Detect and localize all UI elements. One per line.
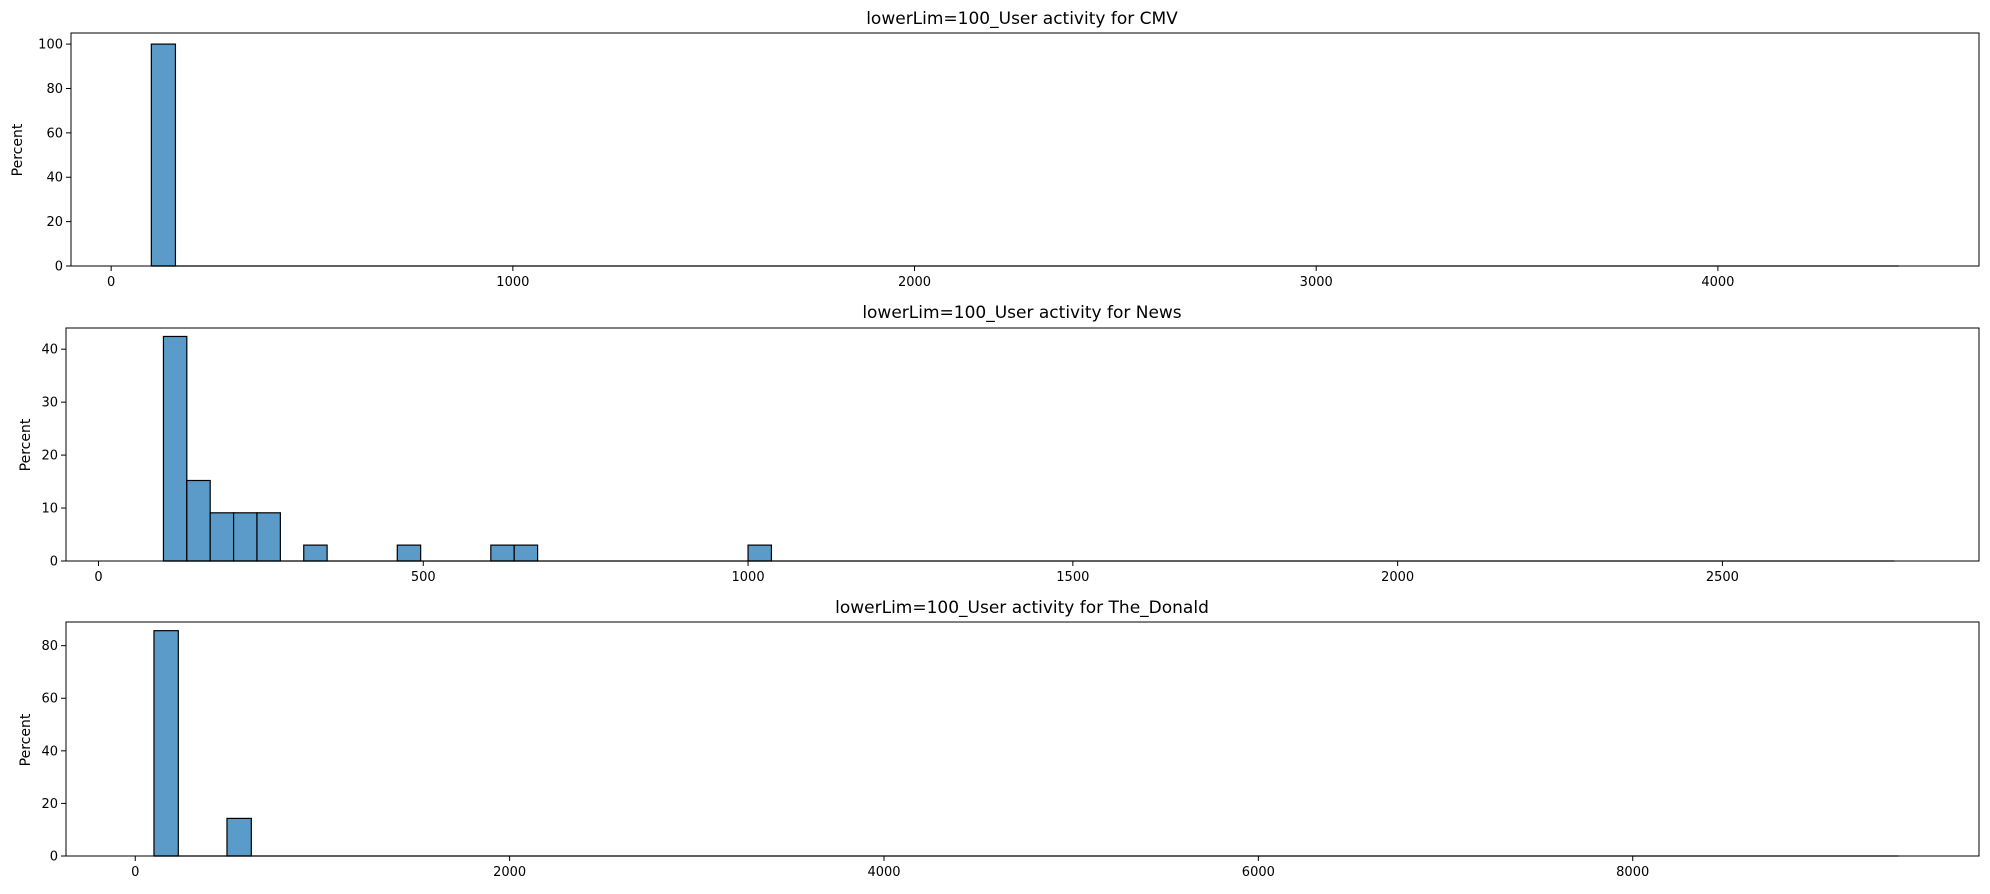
- histogram-bar-news-4: [256, 512, 281, 562]
- x-tick-label-the-donald-0: 0: [131, 865, 139, 880]
- y-tick-label-the-donald-80: 80: [41, 639, 58, 654]
- histogram-bar-news-1: [186, 479, 211, 562]
- y-tick-label-news-10: 10: [41, 502, 58, 517]
- axes-frame-the-donald: [65, 621, 1980, 857]
- axes-frame-cmv: [70, 32, 1980, 267]
- chart-title-the-donald: lowerLim=100_User activity for The_Donal…: [835, 598, 1209, 618]
- plot-area-cmv: 0 1000 2000 3000 4000 0 20 40 60 80 100: [38, 32, 1980, 290]
- chart-title-cmv: lowerLim=100_User activity for CMV: [866, 9, 1178, 29]
- x-tick-label-news-1500: 1500: [1056, 570, 1089, 585]
- x-tick-label-cmv-3000: 3000: [1300, 275, 1333, 290]
- histogram-bar-news-3: [232, 512, 258, 562]
- x-tick-label-news-0: 0: [94, 570, 102, 585]
- histogram-bar-news-9: [747, 544, 773, 562]
- chart-title-news: lowerLim=100_User activity for News: [862, 303, 1181, 323]
- histogram-bar-news-8: [513, 544, 539, 562]
- y-tick-label-the-donald-20: 20: [41, 797, 58, 812]
- x-tick-label-news-2500: 2500: [1706, 570, 1739, 585]
- y-tick-label-cmv-60: 60: [46, 126, 63, 141]
- x-tick-label-news-500: 500: [411, 570, 436, 585]
- chart-panel-cmv: lowerLim=100_User activity for CMV Perce…: [10, 9, 1980, 290]
- histogram-bar-news-0: [162, 335, 188, 562]
- y-tick-label-the-donald-40: 40: [41, 744, 58, 759]
- histogram-bar-news-7: [490, 544, 515, 562]
- histogram-bar-news-5: [303, 544, 328, 562]
- y-tick-label-the-donald-0: 0: [50, 850, 58, 865]
- histogram-bar-news-6: [396, 544, 422, 562]
- y-tick-label-cmv-0: 0: [55, 260, 63, 275]
- y-tick-label-cmv-40: 40: [46, 171, 63, 186]
- plot-area-the-donald: 0 2000 4000 6000 8000 0 20 40 60 80: [41, 621, 1980, 880]
- y-axis-label-news: Percent: [18, 418, 34, 471]
- x-tick-label-the-donald-2000: 2000: [493, 865, 526, 880]
- histogram-bar-the-donald-0: [153, 630, 179, 857]
- histogram-bar-cmv-0: [150, 43, 177, 267]
- x-tick-label-cmv-2000: 2000: [898, 275, 931, 290]
- x-tick-label-the-donald-6000: 6000: [1242, 865, 1275, 880]
- histogram-bar-the-donald-1: [226, 817, 252, 857]
- y-tick-label-news-30: 30: [41, 396, 58, 411]
- axes-frame-news: [65, 327, 1980, 562]
- x-tick-label-cmv-4000: 4000: [1701, 275, 1734, 290]
- y-tick-label-news-0: 0: [50, 555, 58, 570]
- x-tick-label-news-1000: 1000: [732, 570, 765, 585]
- histogram-bar-news-2: [209, 512, 235, 562]
- x-tick-label-the-donald-8000: 8000: [1616, 865, 1649, 880]
- y-tick-label-the-donald-60: 60: [41, 692, 58, 707]
- chart-panel-news: lowerLim=100_User activity for News Perc…: [18, 303, 1980, 585]
- y-axis-label-the-donald: Percent: [18, 713, 34, 766]
- x-tick-label-cmv-0: 0: [107, 275, 115, 290]
- x-tick-label-the-donald-4000: 4000: [867, 865, 900, 880]
- y-tick-label-cmv-100: 100: [38, 38, 63, 53]
- chart-panel-the-donald: lowerLim=100_User activity for The_Donal…: [18, 598, 1980, 880]
- x-tick-label-news-2000: 2000: [1381, 570, 1414, 585]
- x-tick-label-cmv-1000: 1000: [496, 275, 529, 290]
- y-tick-label-cmv-20: 20: [46, 215, 63, 230]
- plot-area-news: 0 500 1000 1500 2000 2500 0 10 20 30 40: [41, 327, 1980, 585]
- y-tick-label-news-40: 40: [41, 343, 58, 358]
- y-tick-label-news-20: 20: [41, 449, 58, 464]
- y-axis-label-cmv: Percent: [10, 123, 26, 176]
- y-tick-label-cmv-80: 80: [46, 82, 63, 97]
